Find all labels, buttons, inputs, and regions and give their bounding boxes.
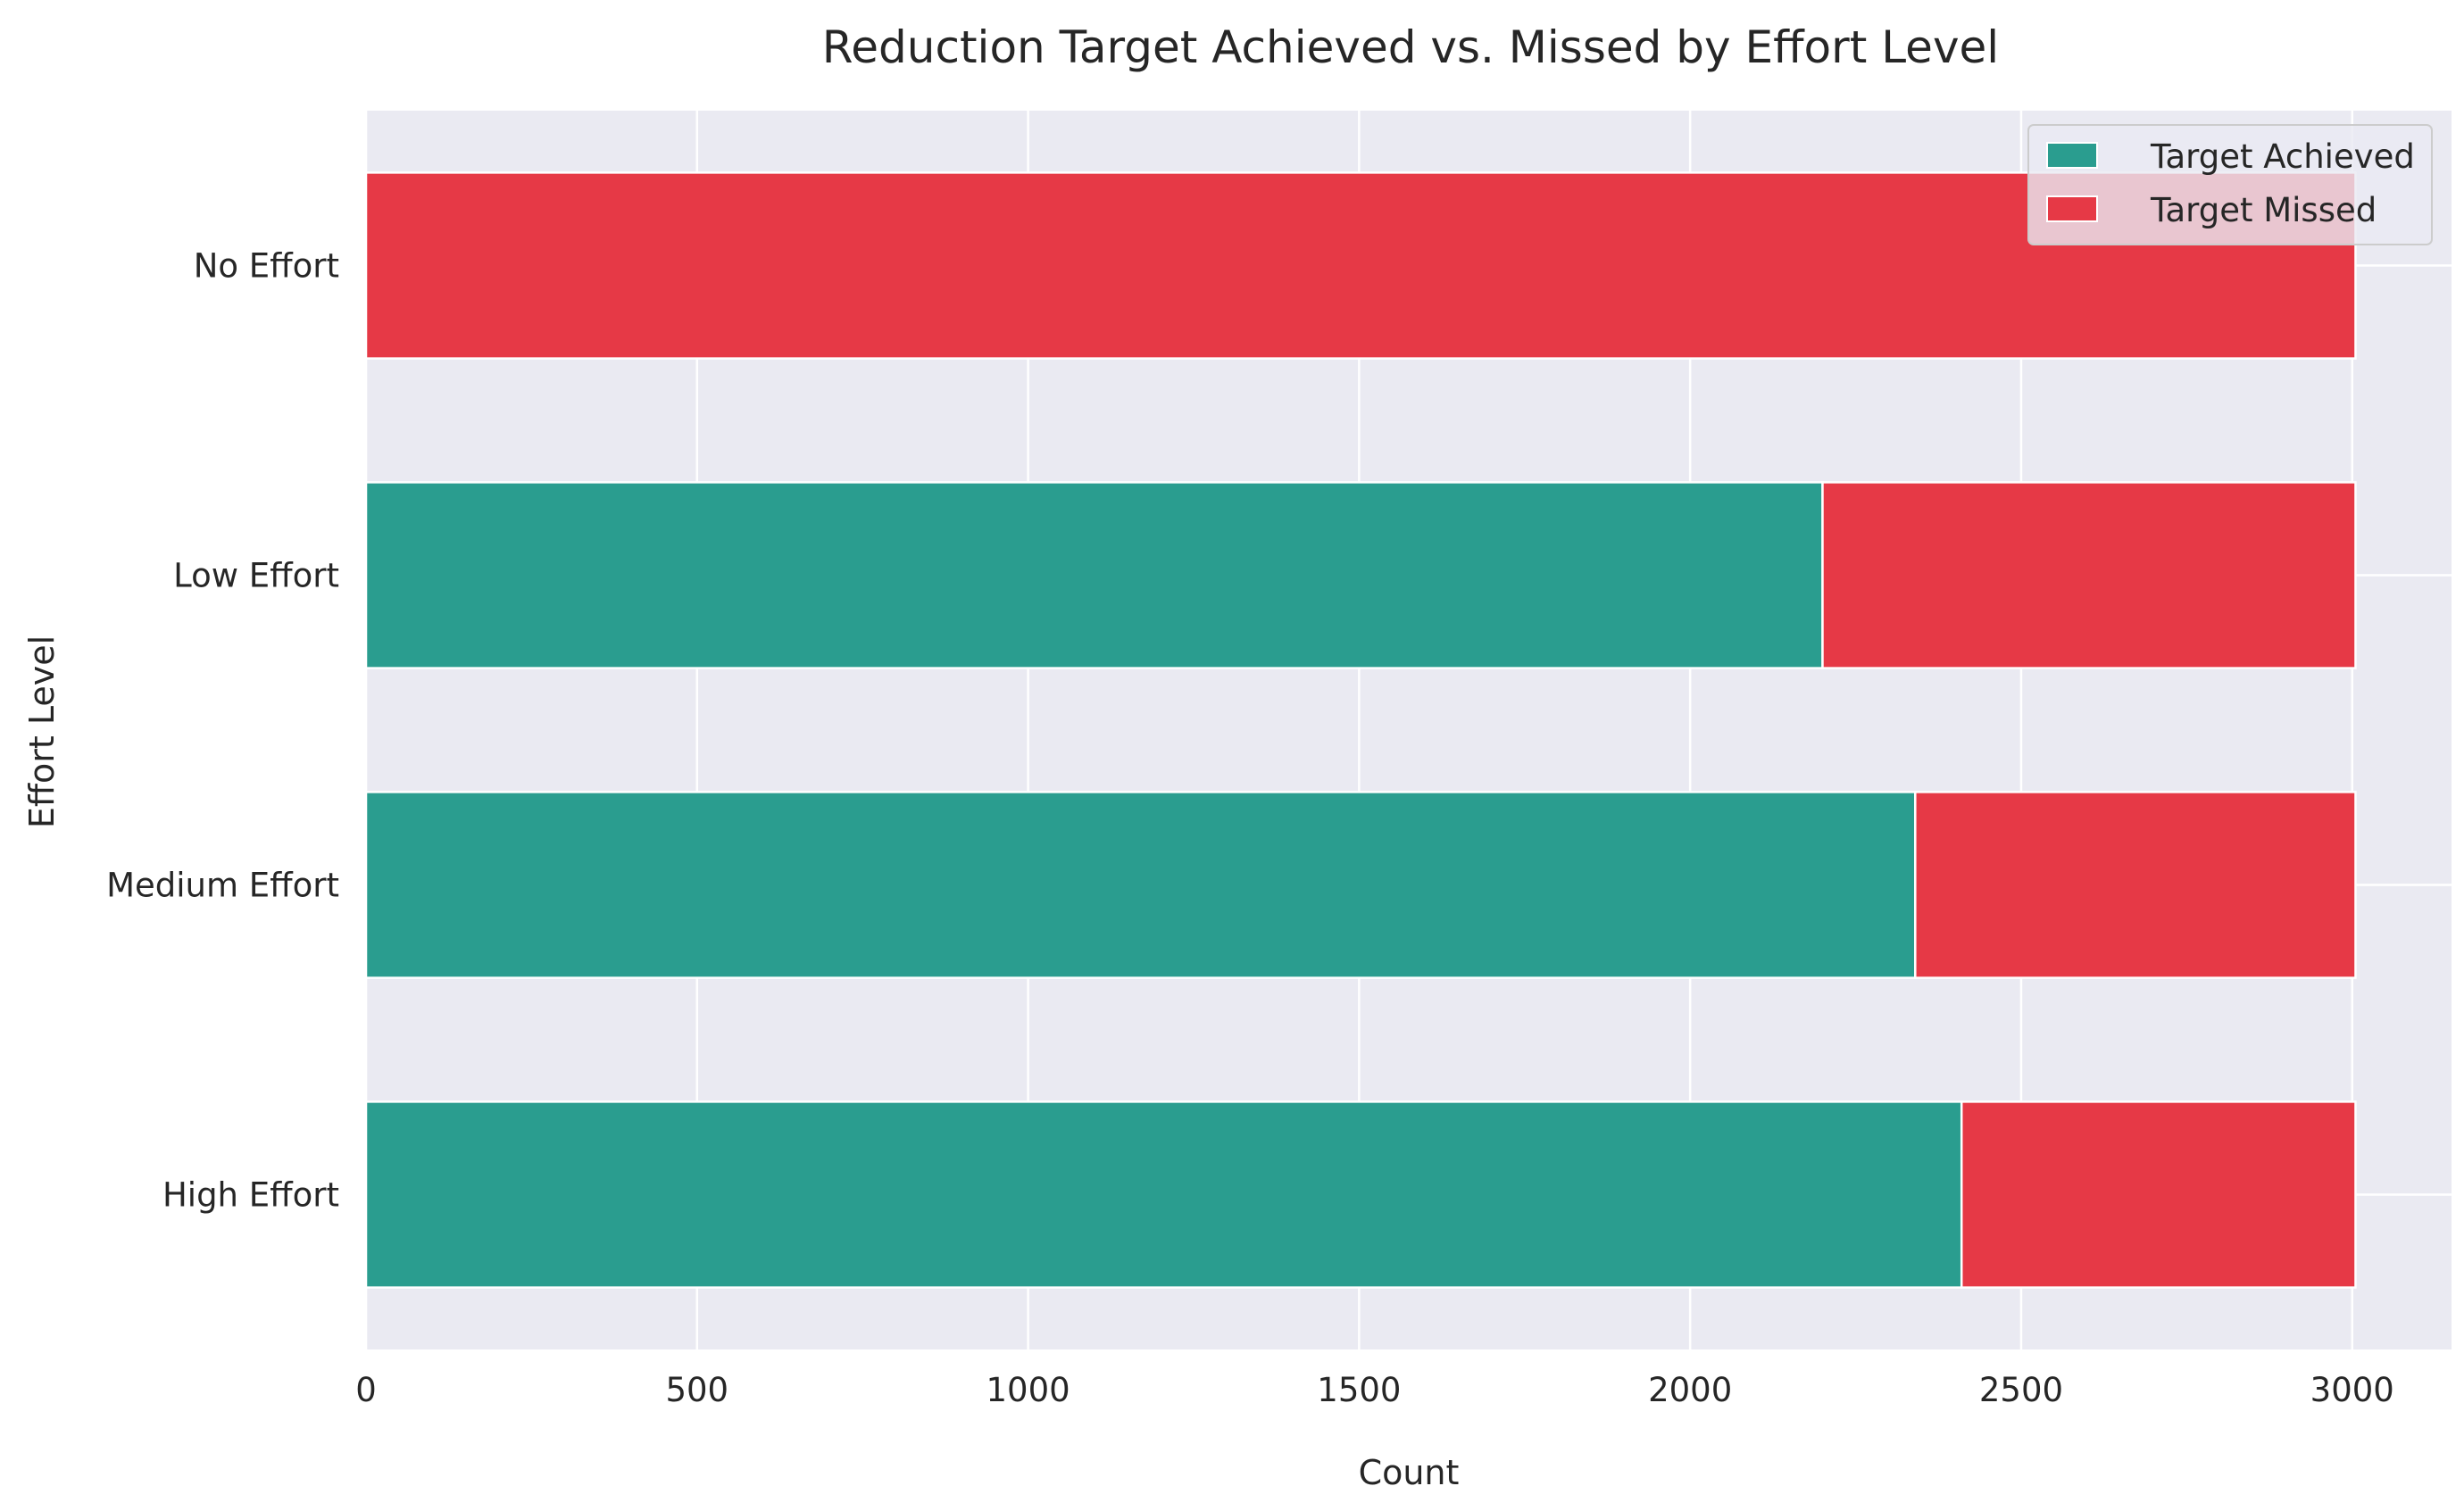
- bar-low-effort-target-achieved: [364, 481, 1824, 669]
- legend-box: [2027, 124, 2433, 245]
- bar-medium-effort-target-missed: [1914, 791, 2357, 979]
- x-tick-label: 2500: [1979, 1371, 2063, 1409]
- y-tick-label: Low Effort: [173, 557, 339, 595]
- x-tick-label: 500: [665, 1371, 728, 1409]
- y-tick-label: High Effort: [162, 1176, 339, 1215]
- x-tick-label: 1000: [986, 1371, 1070, 1409]
- bar-high-effort-target-missed: [1960, 1100, 2357, 1289]
- x-axis-label: Count: [1359, 1453, 1460, 1492]
- x-tick-label: 1500: [1317, 1371, 1401, 1409]
- x-tick-label: 2000: [1648, 1371, 1732, 1409]
- legend: Target Achieved Target Missed: [2027, 124, 2433, 245]
- x-tick-label: 0: [355, 1371, 377, 1409]
- legend-label-target-achieved: Target Achieved: [2150, 137, 2415, 176]
- legend-swatch-target-achieved: [2046, 142, 2098, 169]
- chart-title: Reduction Target Achieved vs. Missed by …: [822, 21, 1999, 73]
- legend-swatch-target-missed: [2046, 195, 2098, 222]
- bar-medium-effort-target-achieved: [364, 791, 1917, 979]
- y-tick-label: No Effort: [194, 247, 339, 286]
- y-tick-label: Medium Effort: [106, 867, 339, 905]
- bar-no-effort-target-missed: [364, 171, 2357, 360]
- legend-label-target-missed: Target Missed: [2150, 191, 2377, 229]
- x-tick-label: 3000: [2310, 1371, 2394, 1409]
- bar-high-effort-target-achieved: [364, 1100, 1963, 1289]
- bar-low-effort-target-missed: [1821, 481, 2357, 669]
- y-axis-label: Effort Level: [22, 635, 62, 828]
